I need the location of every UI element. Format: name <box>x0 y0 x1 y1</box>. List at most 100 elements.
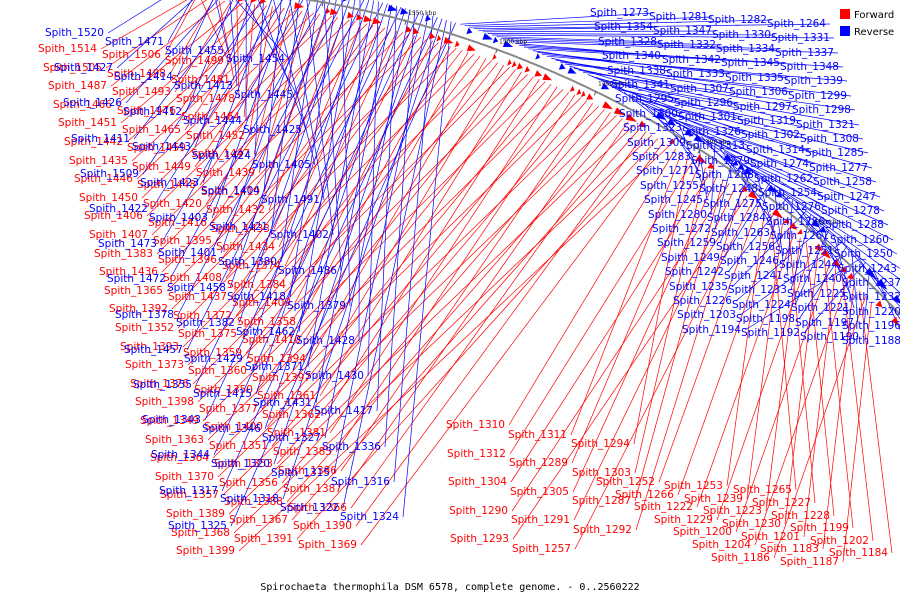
leader-line <box>100 0 188 50</box>
gene-label-spith-1312: Spith_1312 <box>447 448 506 460</box>
leader-line <box>125 0 219 104</box>
leader-line <box>664 114 759 176</box>
gene-label-spith-1338: Spith_1338 <box>607 65 666 77</box>
gene-label-spith-1203: Spith_1203 <box>677 309 736 321</box>
gene-label-spith-1321: Spith_1321 <box>796 119 855 131</box>
gene-label-spith-1281: Spith_1281 <box>649 11 708 23</box>
gene-label-spith-1375: Spith_1375 <box>178 328 237 340</box>
gene-label-spith-1318: Spith_1318 <box>220 493 279 505</box>
gene-label-spith-1253: Spith_1253 <box>664 480 723 492</box>
leader-line <box>169 0 214 75</box>
gene-arrow-45 <box>535 53 541 60</box>
gene-label-spith-1287: Spith_1287 <box>572 495 631 507</box>
gene-label-spith-1476: Spith_1476 <box>117 105 176 117</box>
gene-label-spith-1420: Spith_1420 <box>143 198 202 210</box>
gene-label-spith-1295: Spith_1295 <box>615 93 674 105</box>
gene-label-spith-1451: Spith_1451 <box>58 117 117 129</box>
gene-label-spith-1362: Spith_1362 <box>262 409 321 421</box>
leader-line <box>151 0 283 210</box>
gene-arrow-43 <box>516 62 523 70</box>
gene-label-spith-1277: Spith_1277 <box>809 162 868 174</box>
gene-label-spith-1188: Spith_1188 <box>842 335 900 347</box>
leader-line <box>201 0 229 62</box>
leader-line <box>289 35 416 286</box>
gene-label-spith-1436: Spith_1436 <box>99 266 158 278</box>
leader-line <box>141 15 332 199</box>
gene-label-spith-1374: Spith_1374 <box>222 260 281 272</box>
leader-line <box>281 109 605 484</box>
leader-line <box>851 250 859 324</box>
gene-arrow-35 <box>466 27 473 35</box>
gene-label-spith-1448: Spith_1448 <box>137 179 196 191</box>
leader-line <box>255 3 388 395</box>
gene-label-spith-1347: Spith_1347 <box>653 25 712 37</box>
gene-label-spith-1428: Spith_1428 <box>296 335 355 347</box>
tick-mark <box>404 20 407 25</box>
gene-label-spith-1404: Spith_1404 <box>201 185 260 197</box>
gene-arrow-21 <box>343 0 348 2</box>
gene-label-spith-1291: Spith_1291 <box>511 514 570 526</box>
gene-arrow-79 <box>819 226 826 233</box>
leader-line <box>754 279 849 546</box>
gene-label-spith-1251: Spith_1251 <box>775 245 834 257</box>
gene-arrow-58 <box>638 120 647 128</box>
leader-line <box>796 203 847 280</box>
leader-line <box>473 23 831 30</box>
gene-label-spith-1398: Spith_1398 <box>135 396 194 408</box>
gene-label-spith-1282: Spith_1282 <box>708 14 767 26</box>
leader-line <box>746 223 783 500</box>
leader-line <box>632 96 810 151</box>
leader-line <box>655 109 873 169</box>
gene-label-spith-1397: Spith_1397 <box>252 372 311 384</box>
gene-label-spith-1370: Spith_1370 <box>155 471 214 483</box>
gene-label-spith-1303: Spith_1303 <box>572 467 631 479</box>
leader-line <box>765 237 801 512</box>
gene-label-spith-1316: Spith_1316 <box>331 476 390 488</box>
leader-line <box>508 148 677 426</box>
leader-line <box>296 138 659 540</box>
gene-label-spith-1323: Spith_1323 <box>623 122 682 134</box>
leader-line <box>786 200 793 277</box>
gene-arrow-24 <box>363 15 373 23</box>
gene-label-spith-1426: Spith_1426 <box>63 97 122 109</box>
gene-label-spith-1225: Spith_1225 <box>787 288 846 300</box>
leader-line <box>862 267 871 338</box>
gene-label-spith-1249: Spith_1249 <box>661 252 720 264</box>
gene-label-spith-1509: Spith_1509 <box>80 168 139 180</box>
leader-line <box>238 145 671 552</box>
gene-label-spith-1419: Spith_1419 <box>201 186 260 198</box>
gene-label-spith-1200: Spith_1200 <box>673 526 732 538</box>
gene-label-spith-1256: Spith_1256 <box>716 241 775 253</box>
gene-arrow-55 <box>602 101 613 110</box>
leader-line <box>673 119 877 183</box>
leader-line <box>220 0 311 254</box>
gene-arrow-38 <box>492 36 499 44</box>
gene-label-spith-1262: Spith_1262 <box>754 173 813 185</box>
gene-label-spith-1358: Spith_1358 <box>237 316 296 328</box>
leader-line <box>107 0 162 34</box>
leader-line <box>634 179 724 502</box>
gene-arrow-8 <box>237 0 245 2</box>
gene-label-spith-1285: Spith_1285 <box>805 147 864 159</box>
leader-line <box>314 64 504 379</box>
gene-label-spith-1455: Spith_1455 <box>165 45 224 57</box>
gene-arrow-61 <box>669 138 675 145</box>
leader-line <box>238 0 350 324</box>
leader-line <box>570 152 683 436</box>
gene-label-spith-1418: Spith_1418 <box>227 291 286 303</box>
gene-label-spith-1449: Spith_1449 <box>132 161 191 173</box>
gene-label-spith-1346: Spith_1346 <box>202 423 261 435</box>
leader-line <box>185 0 234 113</box>
gene-label-spith-1278: Spith_1278 <box>821 205 880 217</box>
gene-label-spith-1202: Spith_1202 <box>810 535 869 547</box>
leader-line <box>460 12 654 25</box>
gene-label-spith-1279: Spith_1279 <box>691 155 750 167</box>
leader-line <box>202 81 546 422</box>
gene-label-spith-1273: Spith_1273 <box>590 7 649 19</box>
gene-arrow-23 <box>356 13 363 21</box>
gene-label-spith-1417: Spith_1417 <box>314 405 373 417</box>
leader-line <box>324 79 540 416</box>
leader-line <box>115 2 243 106</box>
leader-line <box>177 47 457 329</box>
